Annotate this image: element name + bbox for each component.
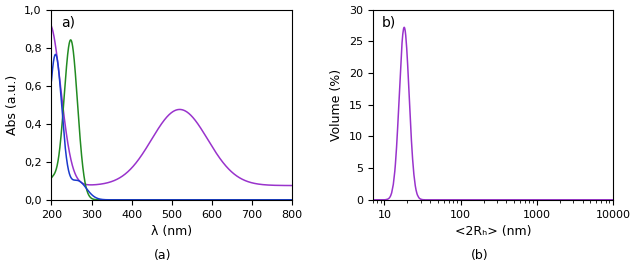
X-axis label: <2Rₕ> (nm): <2Rₕ> (nm) [455, 225, 531, 238]
X-axis label: λ (nm): λ (nm) [151, 225, 192, 238]
Text: (b): (b) [471, 249, 489, 262]
Text: b): b) [382, 15, 396, 29]
Text: a): a) [61, 15, 75, 29]
Text: (a): (a) [153, 249, 171, 262]
Y-axis label: Volume (%): Volume (%) [330, 69, 343, 141]
Y-axis label: Abs (a.u.): Abs (a.u.) [6, 75, 18, 135]
